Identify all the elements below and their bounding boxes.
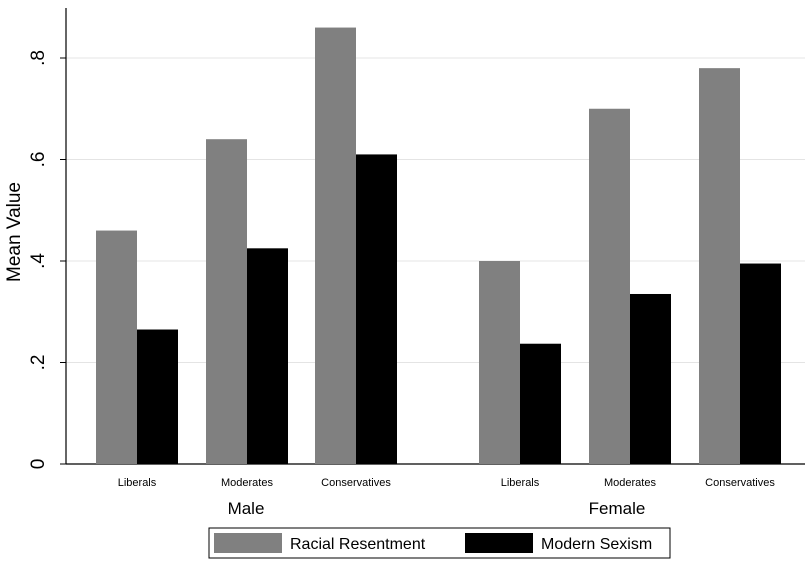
- x-group-label: Female: [589, 499, 646, 518]
- x-category-label: Moderates: [604, 477, 656, 489]
- x-group-label: Male: [228, 499, 265, 518]
- x-category-label: Liberals: [118, 477, 157, 489]
- bar: [589, 108, 630, 464]
- y-tick-label: .6: [28, 152, 49, 168]
- bar: [96, 230, 137, 464]
- legend-label: Racial Resentment: [290, 536, 426, 553]
- legend-swatch: [214, 533, 282, 553]
- legend-label: Modern Sexism: [541, 536, 652, 553]
- plot-area: [66, 8, 805, 464]
- legend-box: [208, 527, 671, 559]
- bar: [630, 293, 671, 464]
- y-tick-label: 0: [28, 459, 49, 470]
- y-tick-label: .4: [28, 253, 49, 269]
- bar: [315, 27, 356, 465]
- bar: [520, 343, 561, 464]
- x-category-label: Liberals: [501, 477, 540, 489]
- y-tick-label: .2: [28, 355, 49, 371]
- bar: [699, 68, 740, 465]
- bar: [137, 329, 178, 464]
- legend-swatch: [465, 533, 533, 553]
- y-tick-label: .8: [28, 50, 49, 66]
- bar: [247, 248, 288, 464]
- x-category-label: Moderates: [221, 477, 273, 489]
- bar: [479, 261, 520, 464]
- bar: [206, 139, 247, 464]
- x-category-label: Conservatives: [705, 477, 775, 489]
- bar: [356, 154, 397, 465]
- x-category-label: Conservatives: [321, 477, 391, 489]
- y-axis-title: Mean Value: [4, 182, 25, 282]
- bar: [740, 263, 781, 464]
